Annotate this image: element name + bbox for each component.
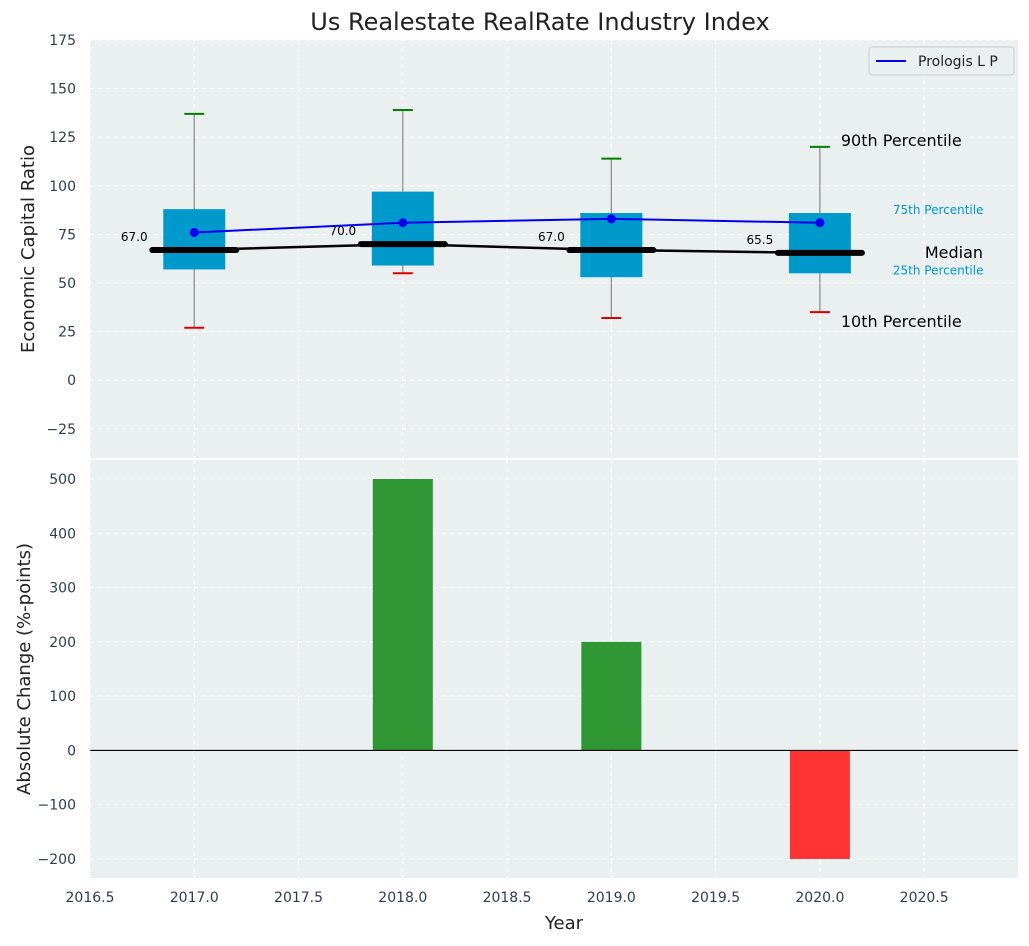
x-tick-label: 2018.5 — [483, 890, 532, 906]
bottom-plot-area — [90, 460, 1018, 878]
annotation-90th-percentile: 90th Percentile — [841, 131, 962, 150]
annotation-25th-percentile: 25th Percentile — [893, 263, 984, 277]
median-trend-line — [194, 242, 820, 255]
x-tick-label: 2017.5 — [274, 890, 323, 906]
x-tick-label: 2016.5 — [66, 890, 115, 906]
x-tick-label: 2017.0 — [170, 890, 219, 906]
x-tick-labels: 2016.5 2017.0 2017.5 2018.0 2018.5 2019.0 2019… — [66, 890, 949, 906]
x-tick-label: 2020.5 — [900, 890, 949, 906]
company-point — [606, 214, 616, 224]
bottom-y-axis-label: Absolute Change (%-points) — [14, 543, 35, 795]
median-value-label: 65.5 — [747, 233, 774, 247]
top-y-tick-label: −25 — [46, 422, 76, 438]
change-bars — [372, 479, 850, 859]
legend: Prologis L P — [868, 46, 1015, 76]
top-y-tick-label: 175 — [49, 33, 76, 49]
top-y-tick-label: 25 — [58, 325, 76, 341]
top-panel: −25 0 25 50 75 100 125 150 175 Economic Capital … — [18, 33, 1018, 458]
x-tick-label: 2020.0 — [795, 890, 844, 906]
bottom-y-tick-label: 100 — [49, 689, 76, 705]
company-point — [398, 218, 408, 228]
percentile-annotations: 90th Percentile 75th Percentile Median 2… — [841, 131, 984, 331]
iqr-box — [371, 191, 434, 266]
median-line-group — [194, 242, 820, 255]
annotation-median: Median — [925, 243, 983, 262]
company-series-group — [189, 214, 825, 237]
annotation-75th-percentile: 75th Percentile — [893, 203, 984, 217]
top-y-tick-label: 125 — [49, 130, 76, 146]
change-bar — [372, 479, 433, 751]
iqr-box — [163, 209, 226, 270]
bottom-y-tick-label: 0 — [67, 743, 76, 759]
company-point — [815, 218, 825, 228]
median-value-label: 70.0 — [329, 224, 356, 238]
bottom-y-tick-label: 500 — [49, 472, 76, 488]
x-axis-label: Year — [544, 913, 584, 934]
top-y-axis-label: Economic Capital Ratio — [18, 145, 39, 353]
top-y-tick-labels: −25 0 25 50 75 100 125 150 175 — [46, 33, 76, 438]
top-y-tick-label: 75 — [58, 227, 76, 243]
top-y-tick-label: 100 — [49, 179, 76, 195]
company-line — [194, 217, 820, 234]
legend-label-prologis: Prologis L P — [918, 54, 998, 70]
bottom-y-tick-label: 400 — [49, 526, 76, 542]
legend-box — [868, 46, 1015, 76]
median-value-label: 67.0 — [538, 230, 565, 244]
bottom-y-tick-labels: −200 −100 0 100 200 300 400 500 — [38, 472, 76, 868]
bottom-y-tick-label: −100 — [38, 798, 76, 814]
top-y-tick-label: 150 — [49, 82, 76, 98]
change-bar — [789, 750, 850, 859]
bottom-y-tick-label: 300 — [49, 581, 76, 597]
x-tick-label: 2018.0 — [378, 890, 427, 906]
change-bar — [581, 641, 642, 751]
iqr-box — [580, 213, 643, 278]
bottom-y-tick-label: −200 — [38, 852, 76, 868]
chart-title: Us Realestate RealRate Industry Index — [310, 8, 769, 36]
bottom-y-tick-label: 200 — [49, 635, 76, 651]
boxplot-group: 67.0 70.0 67.0 65.5 — [121, 108, 865, 329]
company-point — [189, 227, 199, 237]
median-value-label: 67.0 — [121, 230, 148, 244]
top-y-tick-label: 50 — [58, 276, 76, 292]
top-y-tick-label: 0 — [67, 373, 76, 389]
annotation-10th-percentile: 10th Percentile — [841, 312, 962, 331]
x-tick-label: 2019.0 — [587, 890, 636, 906]
x-tick-label: 2019.5 — [691, 890, 740, 906]
